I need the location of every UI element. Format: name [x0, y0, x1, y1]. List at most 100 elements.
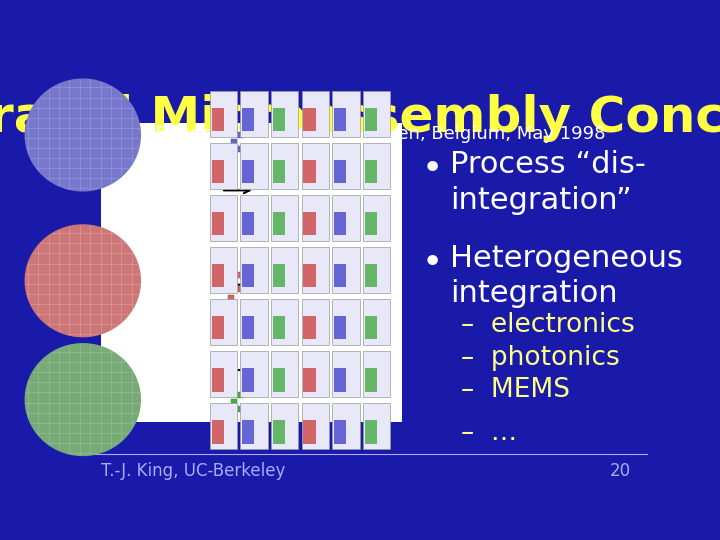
Bar — [363, 91, 390, 137]
Bar — [212, 160, 224, 183]
Text: –  …: – … — [461, 420, 517, 446]
Bar — [302, 195, 329, 241]
Bar — [364, 108, 377, 131]
Bar — [210, 195, 238, 241]
Bar — [364, 316, 377, 340]
Bar — [240, 403, 268, 449]
Bar — [240, 91, 268, 137]
Bar — [271, 351, 299, 397]
Text: 20: 20 — [610, 462, 631, 480]
Bar — [303, 368, 315, 392]
Bar — [302, 351, 329, 397]
Bar — [273, 160, 285, 183]
Bar — [332, 247, 360, 293]
Bar — [303, 264, 315, 287]
Bar — [273, 212, 285, 235]
Bar — [332, 299, 360, 345]
Bar — [212, 368, 224, 392]
Bar — [364, 212, 377, 235]
FancyBboxPatch shape — [101, 123, 402, 422]
Bar — [364, 160, 377, 183]
Bar — [302, 247, 329, 293]
Bar — [242, 420, 254, 443]
Bar — [364, 420, 377, 443]
Bar — [334, 212, 346, 235]
Bar — [212, 316, 224, 340]
Bar — [240, 247, 268, 293]
Bar — [363, 299, 390, 345]
Bar — [303, 420, 315, 443]
Bar — [302, 143, 329, 188]
Text: Heterogeneous
integration: Heterogeneous integration — [450, 244, 683, 308]
Bar — [212, 212, 224, 235]
Bar — [364, 264, 377, 287]
Bar — [271, 403, 299, 449]
Bar — [302, 91, 329, 137]
Bar — [303, 212, 315, 235]
Bar — [363, 143, 390, 188]
Bar — [273, 368, 285, 392]
Bar — [271, 247, 299, 293]
Text: K. Böhringer et al, ICRA, Leuven, Belgium, May 1998: K. Böhringer et al, ICRA, Leuven, Belgiu… — [132, 125, 606, 143]
Bar — [271, 299, 299, 345]
Bar — [302, 299, 329, 345]
Text: •: • — [422, 152, 444, 186]
Text: •: • — [422, 246, 444, 280]
Bar — [332, 91, 360, 137]
Bar — [242, 368, 254, 392]
Bar — [212, 108, 224, 131]
Bar — [364, 368, 377, 392]
Bar — [210, 403, 238, 449]
Bar — [302, 403, 329, 449]
Text: Parallel Microassembly Concept: Parallel Microassembly Concept — [0, 94, 720, 142]
Bar — [242, 108, 254, 131]
Bar — [242, 316, 254, 340]
Bar — [240, 299, 268, 345]
Bar — [242, 212, 254, 235]
Bar — [240, 351, 268, 397]
Bar — [240, 195, 268, 241]
Bar — [210, 247, 238, 293]
Bar — [303, 160, 315, 183]
Bar — [303, 108, 315, 131]
Bar — [271, 143, 299, 188]
Bar — [240, 143, 268, 188]
Bar — [334, 264, 346, 287]
Bar — [363, 351, 390, 397]
Bar — [334, 368, 346, 392]
Bar — [273, 316, 285, 340]
Bar — [210, 351, 238, 397]
Bar — [332, 143, 360, 188]
Bar — [242, 264, 254, 287]
Bar — [334, 316, 346, 340]
Bar — [210, 299, 238, 345]
Bar — [363, 403, 390, 449]
Bar — [332, 351, 360, 397]
Bar — [212, 420, 224, 443]
Text: –  MEMS: – MEMS — [461, 377, 570, 403]
Bar — [242, 160, 254, 183]
Polygon shape — [25, 344, 140, 455]
Bar — [273, 420, 285, 443]
Bar — [273, 108, 285, 131]
Bar — [334, 420, 346, 443]
Text: T.-J. King, UC-Berkeley: T.-J. King, UC-Berkeley — [101, 462, 286, 480]
Bar — [334, 108, 346, 131]
Text: Process “dis-
integration”: Process “dis- integration” — [450, 150, 646, 215]
Text: –  electronics: – electronics — [461, 312, 635, 338]
Bar — [271, 91, 299, 137]
Bar — [303, 316, 315, 340]
Bar — [334, 160, 346, 183]
Bar — [363, 247, 390, 293]
Text: –  photonics: – photonics — [461, 346, 620, 372]
Bar — [271, 195, 299, 241]
Bar — [363, 195, 390, 241]
Bar — [210, 143, 238, 188]
Polygon shape — [25, 79, 140, 191]
Bar — [273, 264, 285, 287]
Polygon shape — [25, 225, 140, 336]
Bar — [210, 91, 238, 137]
Bar — [332, 195, 360, 241]
Bar — [332, 403, 360, 449]
Bar — [212, 264, 224, 287]
